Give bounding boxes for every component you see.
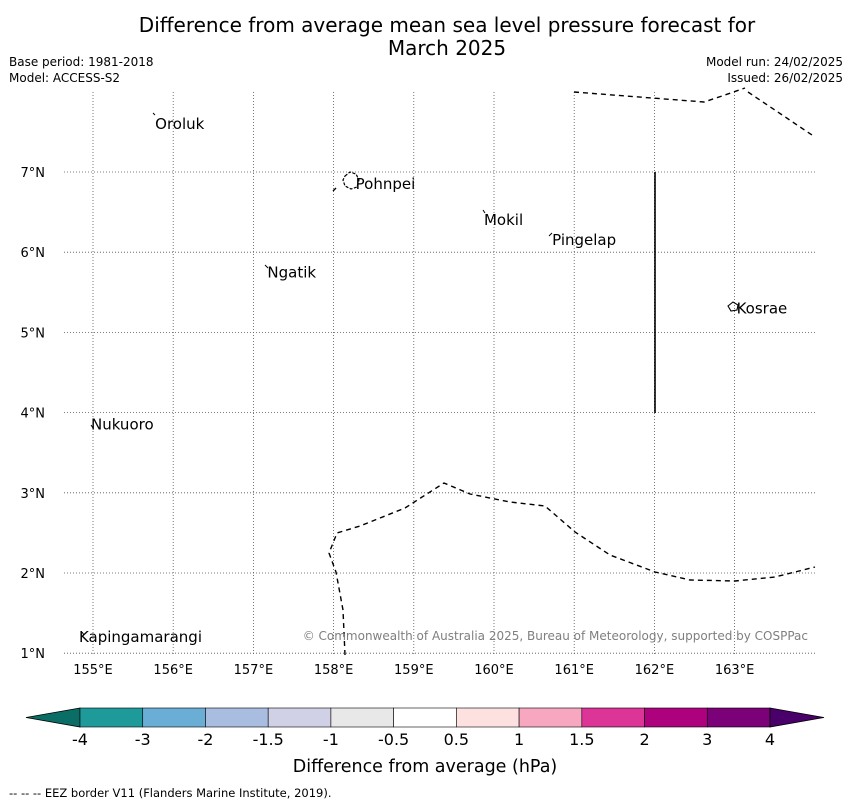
kapingamarangi-mark (81, 631, 85, 636)
eez-border-northeast (747, 91, 813, 136)
colorbar-bin (581, 707, 645, 728)
eez-border-north (573, 87, 746, 103)
colorbar-bin (205, 707, 269, 728)
footer-legend: -- -- -- EEZ border V11 (Flanders Marine… (9, 786, 332, 800)
colorbar-tick-label: 1 (514, 730, 524, 749)
place-labels: Oroluk Pohnpei Mokil Pingelap Ngatik Kosrae Nu… (79, 115, 787, 646)
lat-tick-label: 5°N (21, 326, 46, 341)
place-label-kapingamarangi: Kapingamarangi (79, 628, 202, 646)
lon-tick-label: 156°E (153, 663, 193, 678)
lon-tick-label: 157°E (234, 663, 274, 678)
lat-tick-label: 6°N (21, 246, 46, 261)
colorbar-bin (518, 707, 583, 728)
lat-tick-label: 3°N (21, 487, 46, 502)
colorbar (25, 707, 825, 728)
colorbar-tick-label: 4 (765, 730, 775, 749)
lon-tick-label: 159°E (394, 663, 434, 678)
eez-borders (328, 87, 816, 656)
colorbar-tick-label: -1 (323, 730, 339, 749)
place-label-pohnpei: Pohnpei (356, 175, 416, 193)
lat-tick-label: 2°N (21, 567, 46, 582)
colorbar-tick-label: 2 (639, 730, 649, 749)
lat-tick-label: 1°N (21, 647, 46, 662)
colorbar-bin (142, 707, 206, 728)
colorbar-tick-label: -4 (72, 730, 88, 749)
colorbar-tick-label: -0.5 (378, 730, 409, 749)
place-label-kosrae: Kosrae (737, 299, 788, 317)
place-label-nukuoro: Nukuoro (91, 416, 154, 434)
colorbar-bin (644, 707, 708, 728)
colorbar-under-arrow (25, 707, 81, 728)
lon-tick-label: 161°E (554, 663, 594, 678)
base-info: Base period: 1981-2018 Model: ACCESS-S2 (9, 54, 154, 86)
mokil-mark (482, 209, 486, 214)
place-label-mokil: Mokil (484, 211, 523, 229)
colorbar-bin (267, 707, 332, 728)
lat-tick-label: 7°N (21, 166, 46, 181)
lat-tick-label: 4°N (21, 407, 46, 422)
lon-tick-label: 155°E (73, 663, 113, 678)
colorbar-title: Difference from average (hPa) (293, 757, 558, 777)
eez-border-south (328, 482, 816, 656)
kosrae-island-shape (727, 301, 739, 312)
colorbar-bin (706, 707, 771, 728)
base-period: Base period: 1981-2018 (9, 55, 154, 69)
colorbar-bin (393, 707, 457, 728)
eez-border-pohnpei-stub (332, 187, 337, 192)
colorbar-bin (456, 707, 520, 728)
longitude-labels: 155°E 156°E 157°E 158°E 159°E 160°E 161°E 162°E… (73, 663, 754, 678)
title-line-1: Difference from average mean sea level p… (138, 13, 756, 37)
colorbar-bin (330, 707, 394, 728)
colorbar-tick-label: -1.5 (253, 730, 284, 749)
ngatik-mark (264, 264, 269, 269)
run-info: Model run: 24/02/2025 Issued: 26/02/2025 (706, 54, 843, 86)
colorbar-tick-label: 0.5 (444, 730, 469, 749)
pingelap-mark (548, 232, 553, 237)
colorbar-tick-label: 1.5 (569, 730, 594, 749)
graticule (64, 92, 815, 655)
colorbar-bin (79, 707, 144, 728)
issued-date: Issued: 26/02/2025 (727, 71, 843, 85)
colorbar-tick-label: -3 (135, 730, 151, 749)
colorbar-over-arrow (769, 707, 825, 728)
atoll-marks (81, 112, 553, 636)
model-run: Model run: 24/02/2025 (705, 55, 843, 69)
oroluk-mark (152, 112, 156, 116)
copyright-text: © Commonwealth of Australia 2025, Bureau… (303, 629, 808, 643)
latitude-labels: 1°N 2°N 3°N 4°N 5°N 6°N 7°N (21, 166, 46, 662)
colorbar-labels: -4 -3 -2 -1.5 -1 -0.5 0.5 1 1.5 2 3 4 (72, 730, 775, 749)
title-line-2: March 2025 (387, 36, 507, 60)
lon-tick-label: 163°E (715, 663, 755, 678)
model-name: Model: ACCESS-S2 (9, 71, 121, 85)
map-title: Difference from average mean sea level p… (0, 14, 850, 60)
colorbar-tick-label: -2 (197, 730, 213, 749)
nukuoro-mark (90, 424, 94, 429)
place-label-ngatik: Ngatik (267, 263, 316, 281)
place-label-pingelap: Pingelap (552, 231, 616, 249)
colorbar-tick-label: 3 (702, 730, 712, 749)
lon-tick-label: 162°E (635, 663, 675, 678)
lon-tick-label: 160°E (474, 663, 514, 678)
lon-tick-label: 158°E (314, 663, 354, 678)
place-label-oroluk: Oroluk (155, 115, 204, 133)
